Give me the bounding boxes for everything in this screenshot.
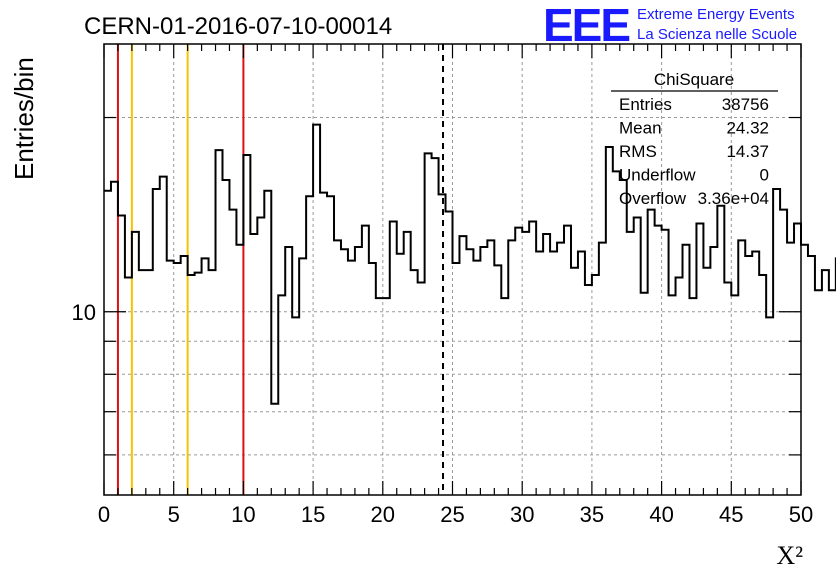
eee-logo: EEE Extreme Energy Events La Scienza nel… — [543, 0, 797, 51]
x-tick-label: 25 — [440, 502, 464, 527]
y-axis-label: Entries/bin — [9, 57, 39, 180]
x-tick-label: 30 — [510, 502, 534, 527]
x-tick-label: 0 — [98, 502, 110, 527]
stats-box: ChiSquare Entries 38756 Mean 24.32 RMS 14.37 U… — [611, 70, 778, 208]
run-title: CERN-01-2016-07-10-00014 — [84, 13, 392, 40]
x-tick-label: 40 — [649, 502, 673, 527]
stats-value: 0 — [760, 166, 769, 185]
histogram-outline — [104, 123, 836, 405]
y-tick-labels: 10 — [72, 300, 96, 325]
stats-rows: Entries 38756 Mean 24.32 RMS 14.37 Underflow 0 O… — [619, 95, 769, 208]
stats-label: Mean — [619, 119, 662, 138]
x-axis-label: X² — [776, 541, 803, 570]
x-tick-label: 20 — [371, 502, 395, 527]
x-tick-label: 10 — [231, 502, 255, 527]
logo-line-2: La Scienza nelle Scuole — [637, 26, 797, 43]
axis-ticks — [103, 44, 802, 495]
logo-line-1: Extreme Energy Events — [637, 6, 795, 23]
logo-text: EEE — [543, 0, 629, 51]
x-tick-label: 50 — [789, 502, 813, 527]
y-tick-label: 10 — [72, 300, 96, 325]
x-tick-label: 5 — [168, 502, 180, 527]
stats-label: RMS — [619, 142, 657, 161]
stats-label: Overflow — [619, 189, 687, 208]
x-tick-label: 15 — [301, 502, 325, 527]
stats-label: Entries — [619, 95, 672, 114]
stats-label: Underflow — [619, 166, 696, 185]
x-tick-label: 35 — [580, 502, 604, 527]
stats-value: 3.36e+04 — [698, 189, 769, 208]
stats-name: ChiSquare — [654, 70, 734, 89]
plot-area — [104, 44, 801, 495]
x-tick-labels: 0 5 10 15 20 25 30 35 40 45 50 — [98, 502, 813, 527]
grid — [104, 44, 801, 495]
x-tick-label: 45 — [719, 502, 743, 527]
stats-value: 38756 — [722, 95, 769, 114]
stats-value: 14.37 — [726, 142, 769, 161]
stats-value: 24.32 — [726, 119, 769, 138]
